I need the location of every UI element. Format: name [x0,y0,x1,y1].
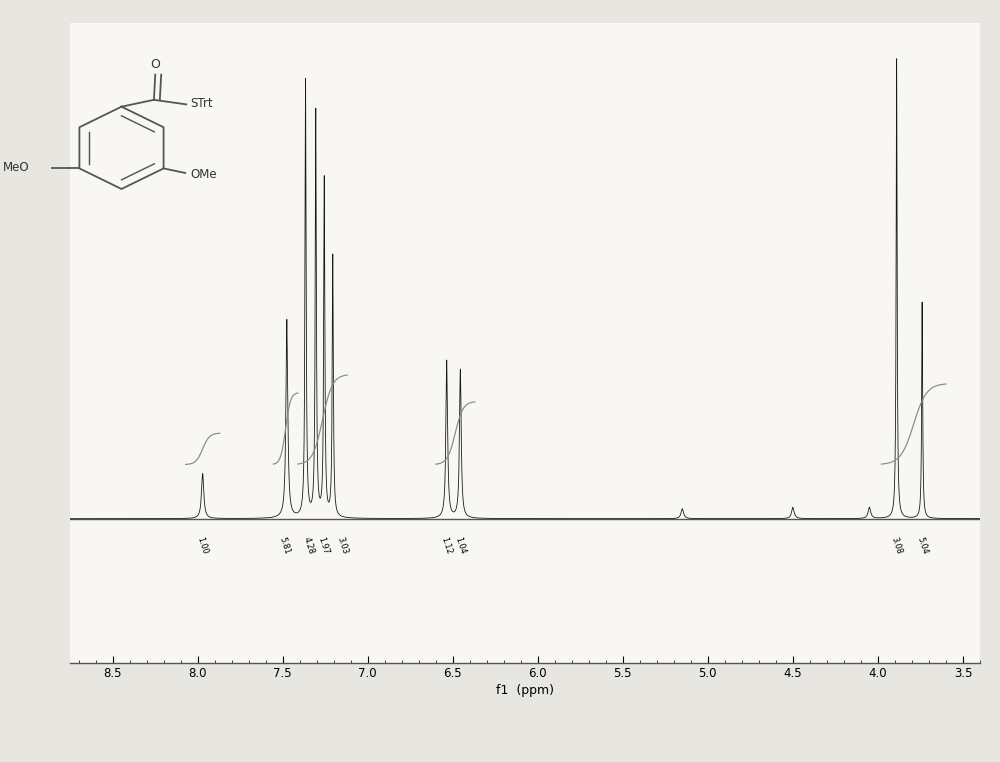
Text: OMe: OMe [191,168,217,181]
Text: 1.12: 1.12 [440,536,454,555]
Text: 5.04: 5.04 [915,536,929,555]
Text: 1.04: 1.04 [453,536,467,555]
Text: O: O [150,58,160,71]
Text: 4.28: 4.28 [302,536,316,555]
Text: 3.08: 3.08 [890,536,904,555]
Text: 1.97: 1.97 [316,536,330,555]
Text: MeO: MeO [3,161,29,174]
Text: 1.00: 1.00 [196,536,210,555]
Text: 5.81: 5.81 [277,536,291,555]
X-axis label: f1  (ppm): f1 (ppm) [496,684,554,697]
Text: 3.03: 3.03 [336,536,350,555]
Text: STrt: STrt [190,97,213,110]
